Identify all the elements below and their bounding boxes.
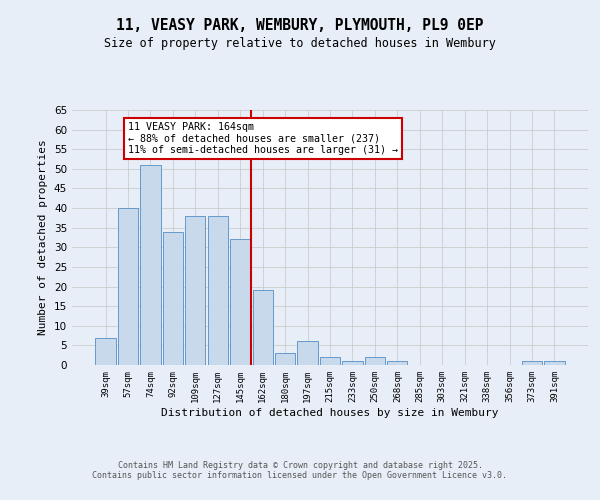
Bar [208,216,228,365]
Bar [298,342,317,365]
Bar [163,232,183,365]
Bar [230,240,250,365]
X-axis label: Distribution of detached houses by size in Wembury: Distribution of detached houses by size … [161,408,499,418]
Bar [140,165,161,365]
Text: Contains HM Land Registry data © Crown copyright and database right 2025.
Contai: Contains HM Land Registry data © Crown c… [92,460,508,480]
Text: 11 VEASY PARK: 164sqm
← 88% of detached houses are smaller (237)
11% of semi-det: 11 VEASY PARK: 164sqm ← 88% of detached … [128,122,398,155]
Bar [343,361,362,365]
Text: Size of property relative to detached houses in Wembury: Size of property relative to detached ho… [104,38,496,51]
Y-axis label: Number of detached properties: Number of detached properties [38,140,49,336]
Bar [387,361,407,365]
Bar [95,338,116,365]
Text: 11, VEASY PARK, WEMBURY, PLYMOUTH, PL9 0EP: 11, VEASY PARK, WEMBURY, PLYMOUTH, PL9 0… [116,18,484,32]
Bar [253,290,273,365]
Bar [522,361,542,365]
Bar [118,208,138,365]
Bar [275,353,295,365]
Bar [185,216,205,365]
Bar [320,357,340,365]
Bar [544,361,565,365]
Bar [365,357,385,365]
